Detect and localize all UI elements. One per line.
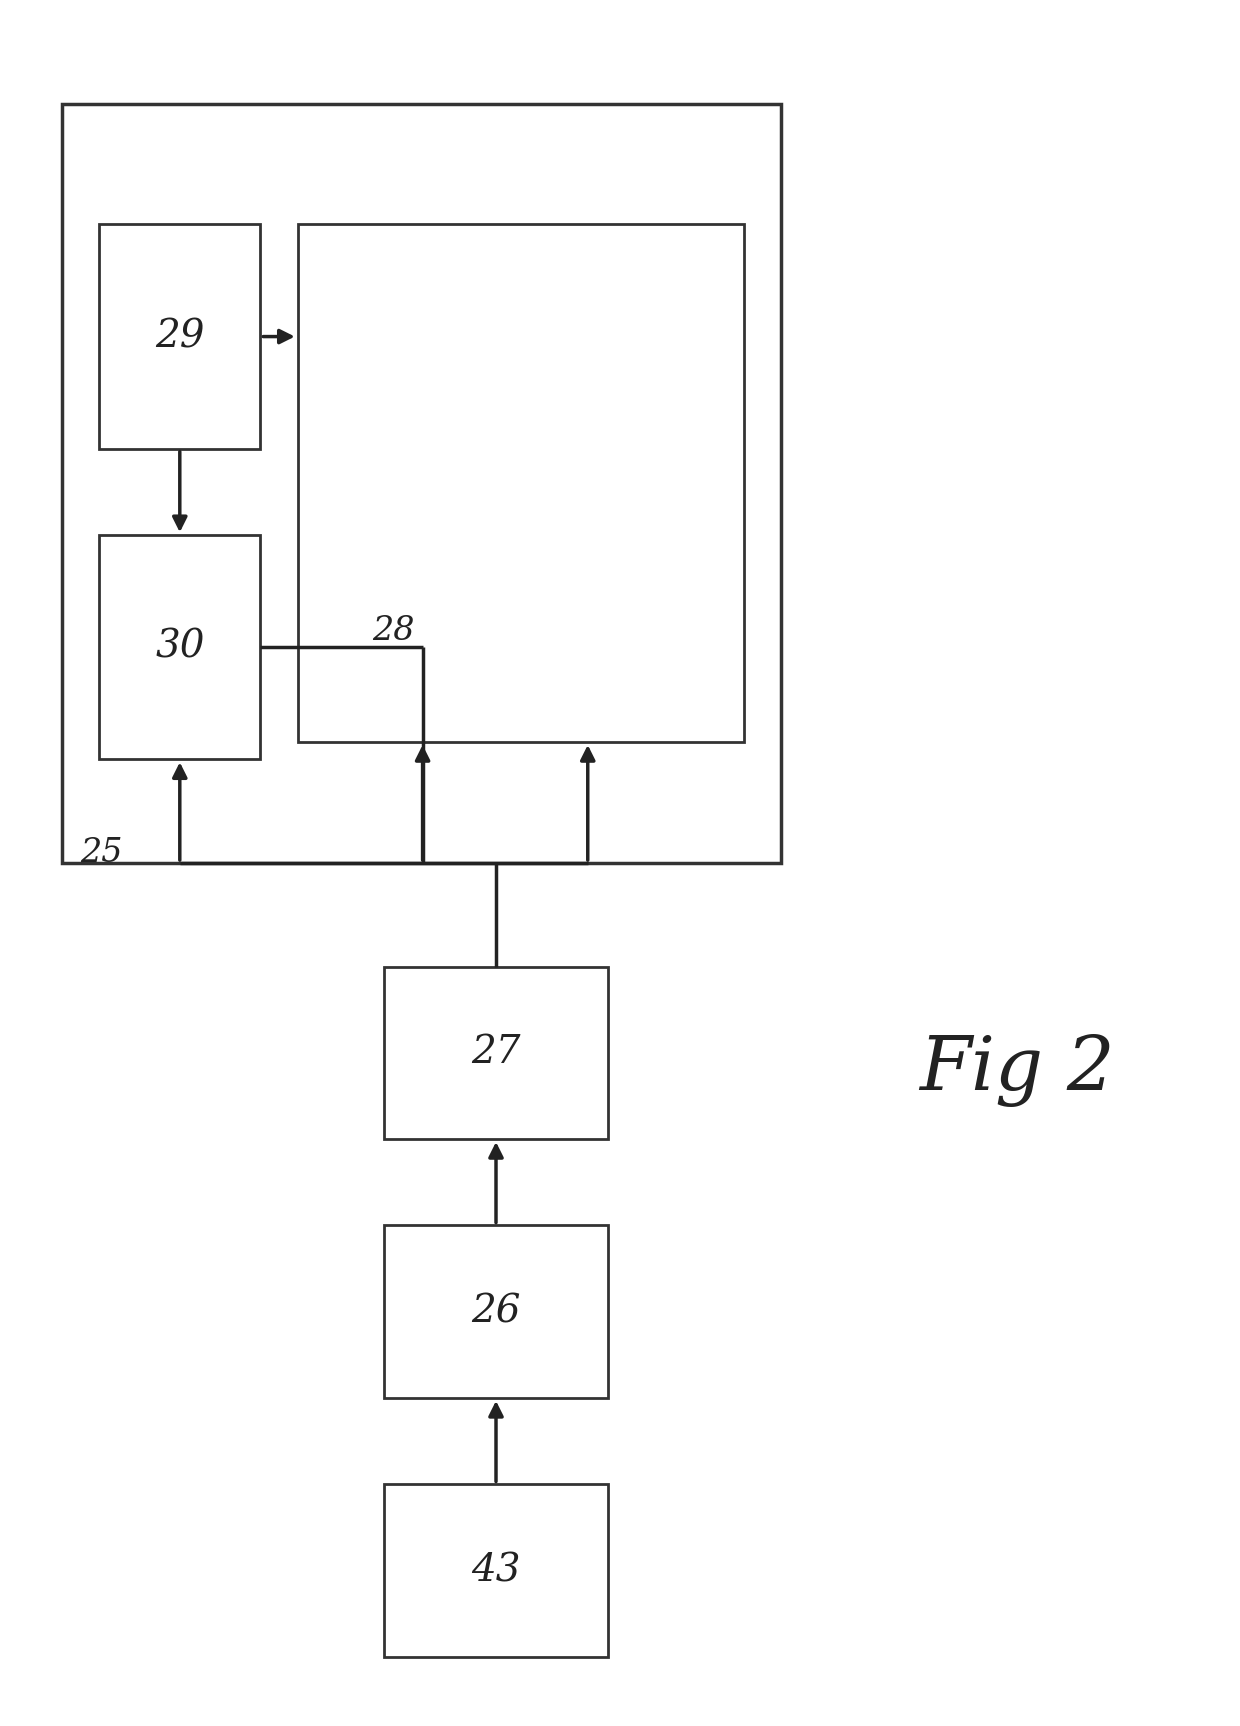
Text: 43: 43 bbox=[471, 1552, 521, 1590]
Bar bbox=[99, 224, 260, 449]
Text: 25: 25 bbox=[81, 837, 123, 870]
Text: 29: 29 bbox=[155, 318, 205, 356]
Bar bbox=[298, 224, 744, 742]
Text: Fig 2: Fig 2 bbox=[919, 1034, 1115, 1106]
Text: 26: 26 bbox=[471, 1293, 521, 1331]
Bar bbox=[384, 1484, 608, 1657]
Bar bbox=[384, 1225, 608, 1398]
Bar bbox=[62, 104, 781, 863]
Text: 28: 28 bbox=[372, 614, 414, 647]
Text: 30: 30 bbox=[155, 628, 205, 666]
Text: 27: 27 bbox=[471, 1034, 521, 1072]
Bar bbox=[99, 535, 260, 759]
Bar bbox=[384, 967, 608, 1139]
